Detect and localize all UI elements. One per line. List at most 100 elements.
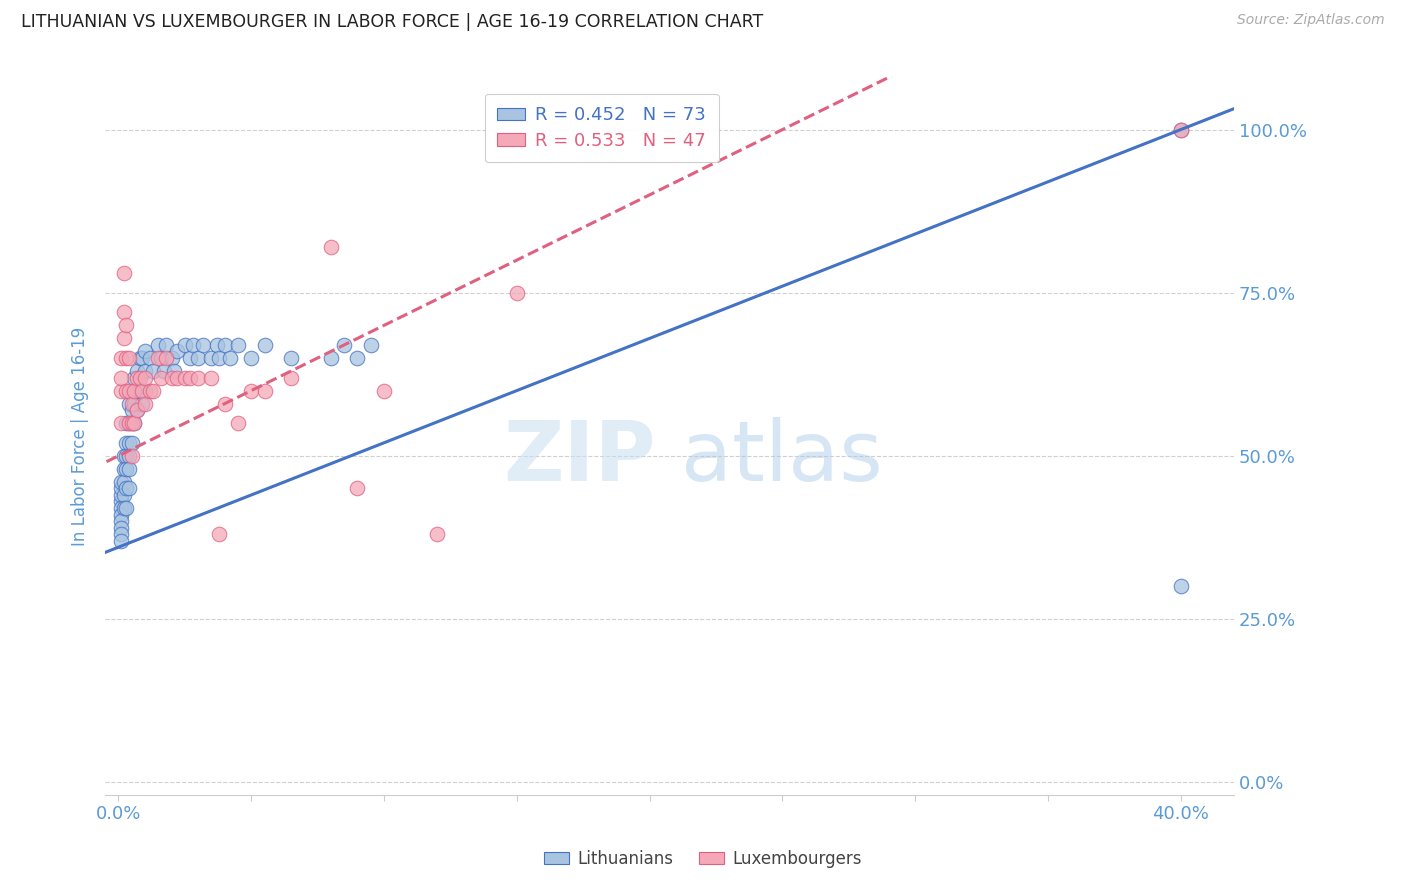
Point [125, 403, 148, 417]
Point [173, 338, 195, 352]
Point [149, 351, 172, 365]
Point [142, 384, 165, 398]
Point [118, 416, 141, 430]
Point [118, 435, 141, 450]
Point [112, 305, 135, 319]
Point [124, 370, 146, 384]
Point [426, 527, 449, 541]
Point [148, 338, 170, 352]
Point [214, 338, 236, 352]
Point [187, 351, 209, 365]
Point [240, 351, 263, 365]
Point [179, 370, 201, 384]
Point [160, 370, 183, 384]
Point [110, 416, 132, 430]
Point [240, 384, 263, 398]
Point [253, 338, 276, 352]
Point [110, 520, 132, 534]
Point [110, 351, 132, 365]
Point [152, 364, 174, 378]
Text: ZIP: ZIP [503, 417, 655, 499]
Point [118, 351, 141, 365]
Point [208, 527, 231, 541]
Point [134, 370, 156, 384]
Legend: Lithuanians, Luxembourgers: Lithuanians, Luxembourgers [537, 844, 869, 875]
Point [110, 482, 132, 496]
Text: Source: ZipAtlas.com: Source: ZipAtlas.com [1237, 13, 1385, 28]
Point [346, 482, 368, 496]
Point [110, 508, 132, 522]
Point [149, 370, 172, 384]
Point [128, 384, 150, 398]
Point [187, 370, 209, 384]
Point [124, 397, 146, 411]
Point [121, 449, 143, 463]
Point [125, 370, 148, 384]
Point [131, 384, 153, 398]
Point [163, 364, 186, 378]
Point [110, 488, 132, 502]
Point [115, 449, 138, 463]
Point [200, 351, 222, 365]
Point [118, 482, 141, 496]
Point [124, 416, 146, 430]
Point [112, 266, 135, 280]
Point [166, 370, 188, 384]
Point [112, 331, 135, 345]
Point [121, 416, 143, 430]
Point [110, 494, 132, 508]
Point [280, 351, 302, 365]
Point [155, 351, 177, 365]
Point [115, 501, 138, 516]
Point [360, 338, 382, 352]
Point [319, 351, 342, 365]
Point [110, 475, 132, 489]
Point [333, 338, 356, 352]
Point [112, 488, 135, 502]
Point [181, 338, 204, 352]
Point [125, 364, 148, 378]
Point [506, 285, 529, 300]
Point [110, 501, 132, 516]
Point [110, 514, 132, 528]
Point [148, 351, 170, 365]
Point [134, 397, 156, 411]
Point [226, 416, 249, 430]
Point [112, 501, 135, 516]
Point [214, 397, 236, 411]
Point [124, 384, 146, 398]
Point [112, 462, 135, 476]
Point [155, 338, 177, 352]
Point [121, 403, 143, 417]
Point [205, 338, 228, 352]
Point [193, 338, 215, 352]
Point [115, 318, 138, 333]
Point [118, 397, 141, 411]
Point [118, 384, 141, 398]
Point [115, 482, 138, 496]
Point [200, 370, 222, 384]
Point [346, 351, 368, 365]
Point [134, 344, 156, 359]
Text: atlas: atlas [682, 417, 883, 499]
Point [124, 416, 146, 430]
Point [280, 370, 302, 384]
Point [179, 351, 201, 365]
Legend: R = 0.452   N = 73, R = 0.533   N = 47: R = 0.452 N = 73, R = 0.533 N = 47 [485, 94, 718, 162]
Point [118, 416, 141, 430]
Point [1170, 122, 1192, 136]
Point [139, 351, 162, 365]
Point [134, 384, 156, 398]
Point [128, 351, 150, 365]
Point [319, 240, 342, 254]
Point [1170, 579, 1192, 593]
Point [115, 416, 138, 430]
Point [115, 384, 138, 398]
Point [253, 384, 276, 398]
Point [110, 370, 132, 384]
Point [125, 384, 148, 398]
Point [226, 338, 249, 352]
Point [139, 384, 162, 398]
Point [118, 462, 141, 476]
Point [128, 370, 150, 384]
